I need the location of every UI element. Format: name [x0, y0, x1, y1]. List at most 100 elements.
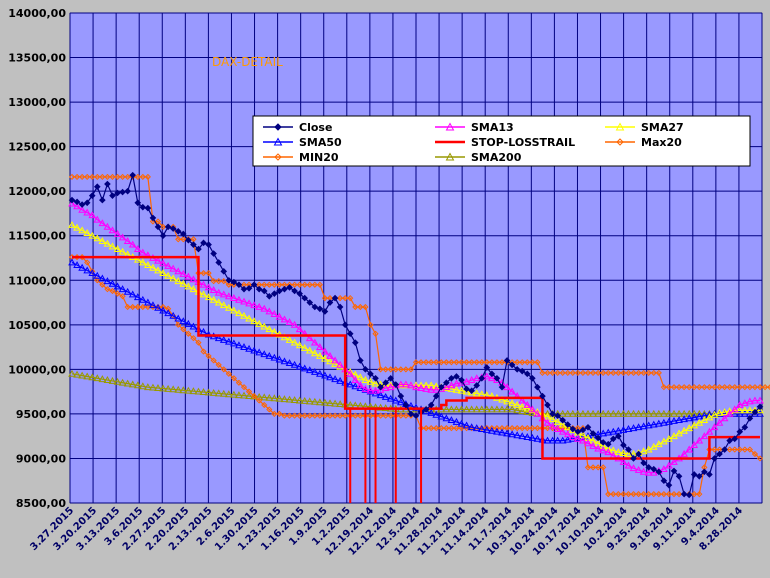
- point: [523, 404, 532, 412]
- point: [721, 384, 728, 391]
- point: [437, 412, 446, 420]
- point: [139, 303, 146, 311]
- point: [620, 441, 627, 449]
- point: [695, 436, 704, 444]
- point: [179, 317, 188, 325]
- chart-title: DAX-DETAIL: [212, 55, 283, 69]
- point: [488, 426, 496, 434]
- point: [68, 199, 76, 207]
- point: [452, 417, 461, 425]
- point: [595, 464, 602, 471]
- point: [245, 299, 253, 307]
- point: [675, 472, 683, 480]
- point: [650, 369, 657, 377]
- point: [604, 409, 613, 417]
- point: [558, 420, 567, 428]
- point: [261, 401, 268, 409]
- point: [574, 434, 582, 442]
- point: [210, 357, 217, 364]
- point: [305, 366, 314, 374]
- point: [113, 245, 122, 252]
- point: [559, 369, 566, 377]
- point: [366, 377, 375, 385]
- point: [690, 409, 699, 417]
- point: [123, 237, 132, 244]
- point: [685, 414, 694, 422]
- point: [204, 388, 213, 396]
- point: [144, 383, 152, 391]
- point: [746, 384, 753, 391]
- legend-marker: [616, 138, 624, 146]
- point: [589, 409, 597, 417]
- point: [402, 366, 409, 373]
- point: [443, 425, 450, 432]
- point: [589, 430, 597, 437]
- point: [169, 264, 178, 272]
- point: [93, 374, 102, 382]
- point: [108, 242, 117, 250]
- y-tick-label: 9500,00: [16, 408, 66, 421]
- point: [660, 477, 668, 485]
- point: [260, 287, 268, 295]
- point: [301, 412, 308, 419]
- point: [452, 405, 461, 413]
- point: [93, 215, 102, 223]
- point: [518, 402, 527, 410]
- legend-marker: [274, 123, 282, 131]
- point: [296, 281, 303, 288]
- point: [620, 369, 627, 377]
- point: [271, 290, 278, 297]
- point: [412, 383, 420, 391]
- point: [423, 359, 430, 366]
- point: [427, 385, 436, 393]
- point: [215, 361, 222, 369]
- point: [184, 319, 193, 327]
- point: [498, 395, 506, 403]
- point: [422, 384, 430, 392]
- point: [224, 292, 233, 300]
- point: [215, 259, 223, 266]
- point: [711, 455, 718, 462]
- point: [68, 221, 76, 228]
- point: [654, 419, 663, 427]
- point: [114, 189, 121, 197]
- point: [214, 334, 223, 342]
- point: [118, 378, 127, 386]
- point: [767, 384, 770, 391]
- point: [180, 236, 187, 243]
- point: [190, 335, 197, 342]
- point: [230, 281, 237, 288]
- point: [230, 375, 237, 382]
- point: [428, 425, 435, 432]
- point: [548, 436, 557, 444]
- x-axis-ticks: 3.27.20153.20.20153.13.20153.6.20152.27.…: [29, 505, 746, 558]
- point: [83, 208, 92, 216]
- point: [568, 434, 577, 442]
- point: [341, 321, 349, 329]
- point: [422, 381, 430, 389]
- point: [558, 409, 567, 417]
- point: [240, 311, 248, 319]
- point: [473, 382, 481, 389]
- point: [78, 371, 86, 379]
- point: [569, 425, 577, 433]
- point: [123, 379, 132, 387]
- point: [392, 381, 400, 388]
- point: [518, 407, 527, 415]
- point: [589, 464, 597, 471]
- point: [523, 408, 532, 416]
- point: [306, 299, 314, 306]
- point: [493, 359, 501, 366]
- point: [635, 490, 642, 498]
- point: [624, 425, 633, 432]
- point: [665, 434, 673, 442]
- point: [301, 281, 308, 288]
- point: [326, 351, 334, 359]
- point: [448, 374, 455, 382]
- point: [508, 361, 516, 369]
- point: [498, 428, 506, 436]
- point: [174, 314, 183, 322]
- point: [377, 412, 384, 419]
- point: [564, 421, 572, 428]
- legend-item: MIN20: [263, 151, 339, 164]
